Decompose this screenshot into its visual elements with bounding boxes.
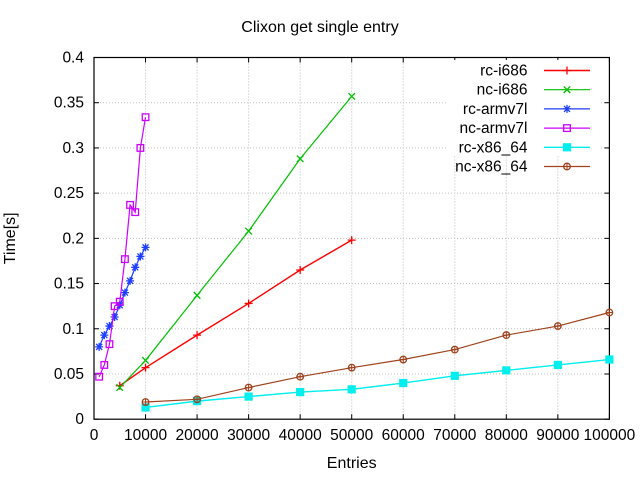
svg-text:0.1: 0.1 — [62, 321, 84, 338]
svg-text:0.25: 0.25 — [54, 185, 84, 202]
svg-text:10000: 10000 — [124, 427, 167, 444]
svg-text:40000: 40000 — [279, 427, 322, 444]
svg-text:60000: 60000 — [382, 427, 425, 444]
svg-text:Clixon get single entry: Clixon get single entry — [241, 19, 398, 36]
svg-text:0.05: 0.05 — [54, 366, 84, 383]
svg-text:0: 0 — [75, 411, 84, 428]
svg-text:nc-armv7l: nc-armv7l — [459, 120, 527, 137]
svg-text:0.4: 0.4 — [62, 50, 84, 67]
svg-text:0.2: 0.2 — [62, 230, 84, 247]
svg-text:rc-armv7l: rc-armv7l — [463, 101, 528, 118]
svg-text:0.35: 0.35 — [54, 95, 84, 112]
svg-text:80000: 80000 — [485, 427, 528, 444]
svg-text:nc-i686: nc-i686 — [477, 82, 528, 99]
svg-text:100000: 100000 — [584, 427, 636, 444]
svg-text:0: 0 — [90, 427, 99, 444]
svg-text:20000: 20000 — [176, 427, 219, 444]
svg-text:0.15: 0.15 — [54, 276, 84, 293]
svg-text:Entries: Entries — [327, 455, 377, 472]
svg-text:50000: 50000 — [330, 427, 373, 444]
svg-text:rc-x86_64: rc-x86_64 — [459, 139, 528, 156]
svg-text:90000: 90000 — [536, 427, 579, 444]
svg-text:Time[s]: Time[s] — [2, 212, 19, 264]
svg-text:rc-i686: rc-i686 — [480, 63, 527, 80]
svg-text:30000: 30000 — [227, 427, 270, 444]
svg-text:0.3: 0.3 — [62, 140, 84, 157]
svg-text:70000: 70000 — [433, 427, 476, 444]
svg-text:nc-x86_64: nc-x86_64 — [455, 159, 528, 176]
